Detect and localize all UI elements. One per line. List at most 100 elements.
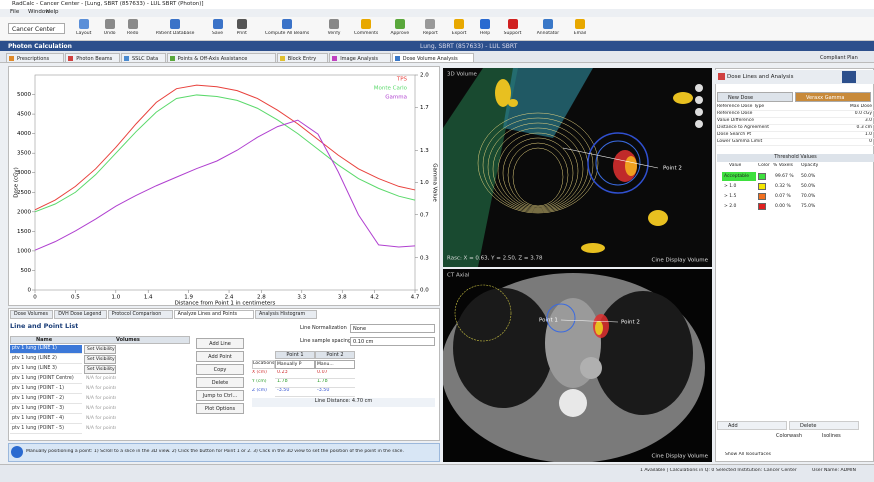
action-button[interactable]: Plot Options <box>196 403 244 414</box>
threshold-swatch[interactable] <box>758 193 766 200</box>
toolbar-button[interactable]: Patient Database <box>155 31 195 36</box>
toolbar-button[interactable]: Save <box>211 31 224 36</box>
list-row[interactable]: ptv 1 lung (LINE 1) <box>10 345 82 354</box>
toolbar-button[interactable]: Compute All Beams <box>264 31 310 36</box>
dose-tab[interactable]: New Dose <box>717 92 793 102</box>
volume-cell: N/A for points <box>86 416 116 421</box>
y2-axis-label: Gamma Value <box>432 163 438 202</box>
action-button[interactable]: Add Point <box>196 351 244 362</box>
toolbar-button[interactable]: Undo <box>103 31 116 36</box>
tab[interactable]: Image Analysis <box>329 53 391 63</box>
list-row[interactable]: ptv 1 lung (POINT - 2) <box>10 395 82 404</box>
sub-tab[interactable]: Dose Volumes <box>10 310 54 319</box>
dose-tab[interactable]: Veraxx Gamma <box>795 92 871 102</box>
volume-cell: N/A for points <box>86 426 116 431</box>
dropdown[interactable]: Cancer Center <box>8 23 65 34</box>
property-value: 3.0 <box>802 118 874 125</box>
volume-cell: N/A for points <box>86 376 116 381</box>
threshold-swatch[interactable] <box>758 173 766 180</box>
list-row[interactable]: ptv 1 lung (LINE 3) <box>10 365 82 374</box>
view-tool <box>695 120 703 128</box>
property-name: Distance to Agreement <box>717 125 802 132</box>
toolbar-button[interactable]: Redo <box>127 31 139 36</box>
panel-button[interactable] <box>842 71 856 83</box>
x-tick-label: 3.3 <box>297 295 306 301</box>
threshold-opacity: 50.0% <box>801 184 816 189</box>
toolbar-icon <box>454 19 465 29</box>
structure <box>595 140 641 186</box>
right-panel <box>715 68 874 462</box>
toolbar-button[interactable]: Annotator <box>536 31 560 36</box>
visibility-button[interactable]: Set Visibility <box>84 345 116 354</box>
toolbar-icon <box>78 19 89 29</box>
point-label: Point 1 <box>539 318 558 324</box>
menu-item[interactable]: File <box>10 9 20 15</box>
toolbar-button[interactable]: Support <box>503 31 522 36</box>
visibility-button[interactable]: Set Visibility <box>84 355 116 364</box>
toolbar-icon <box>507 19 518 29</box>
toolbar-button[interactable]: Print <box>236 31 247 36</box>
tab[interactable]: Block Entry <box>276 53 329 63</box>
sub-tab[interactable]: Analyze Lines and Points <box>173 310 254 319</box>
patient-label: Lung, SBRT (857633) - LUL SBRT <box>420 43 518 50</box>
toolbar-icon <box>361 19 372 29</box>
tab[interactable]: Photon Beams <box>65 53 120 63</box>
visibility-button[interactable]: Set Visibility <box>84 365 116 374</box>
list-row[interactable]: ptv 1 lung (POINT Centre) <box>10 375 82 384</box>
tab[interactable]: SSLC Data <box>121 53 166 63</box>
tab[interactable]: Prescriptions <box>6 53 65 63</box>
show-all-checkbox[interactable]: Show All Isosurfaces <box>725 452 771 457</box>
threshold-swatch[interactable] <box>758 183 766 190</box>
toolbar-button[interactable]: Verify <box>327 31 341 36</box>
threshold-swatch[interactable] <box>758 203 766 210</box>
x-tick-label: 1.0 <box>111 295 120 301</box>
spacing-input[interactable]: 0.10 cm <box>350 337 435 346</box>
list-row[interactable]: ptv 1 lung (POINT - 1) <box>10 385 82 394</box>
list-row[interactable]: ptv 1 lung (POINT - 5) <box>10 425 82 434</box>
tab[interactable]: Dose Volume Analysis <box>391 53 474 63</box>
norm-select[interactable]: None <box>350 324 435 333</box>
y-tick-label: 1500 <box>17 229 31 235</box>
mode-select[interactable]: Manu... <box>315 360 355 369</box>
display-mode[interactable]: Colorwash <box>776 433 802 439</box>
delete-button[interactable]: Delete <box>789 421 859 430</box>
threshold-voxels: 99.67 % <box>775 174 794 179</box>
y2-tick-label: 0.7 <box>420 212 429 218</box>
menu-item[interactable]: Help <box>46 9 59 15</box>
toolbar-button[interactable]: Help <box>479 31 491 36</box>
profile-line <box>560 319 619 323</box>
list-row[interactable]: ptv 1 lung (POINT - 4) <box>10 415 82 424</box>
toolbar-button[interactable]: Comments <box>353 31 379 36</box>
threshold-value: > 1.0 <box>724 184 737 189</box>
property-value: 0 <box>802 139 874 146</box>
action-button[interactable]: Delete <box>196 377 244 388</box>
toolbar-button[interactable]: Approve <box>390 31 410 36</box>
line-distance: Line Distance: 4.70 cm <box>252 398 435 407</box>
display-mode[interactable]: Isolines <box>822 433 841 439</box>
beam-field <box>443 68 518 267</box>
toolbar-button[interactable]: Export <box>451 31 467 36</box>
sub-tab[interactable]: DVH Dose Legend <box>54 310 107 319</box>
ct-spine <box>559 389 587 417</box>
action-button[interactable]: Copy <box>196 364 244 375</box>
tab[interactable]: Points & Off-Axis Assistance <box>166 53 276 63</box>
y2-tick-label: 0.0 <box>420 288 429 294</box>
threshold-opacity: 75.0% <box>801 204 816 209</box>
action-button[interactable]: Jump to Ctrl... <box>196 390 244 401</box>
view-title: CT Axial <box>447 273 470 279</box>
toolbar-icon <box>212 19 223 29</box>
toolbar-button[interactable]: Email <box>573 31 587 36</box>
action-button[interactable]: Add Line <box>196 338 244 349</box>
list-row[interactable]: ptv 1 lung (LINE 2) <box>10 355 82 364</box>
sub-tab[interactable]: Analysis Histogram <box>255 310 317 319</box>
sub-tab[interactable]: Protocol Comparison <box>107 310 173 319</box>
mode-select[interactable]: Manually P <box>275 360 315 369</box>
menu-item[interactable]: Window <box>28 9 50 15</box>
toolbar-button[interactable]: Layout <box>76 31 92 36</box>
list-row[interactable]: ptv 1 lung (POINT - 3) <box>10 405 82 414</box>
status-item: 1 Available | Calculations in Q: 0 <box>640 468 715 473</box>
toolbar-button[interactable]: Report <box>422 31 438 36</box>
add-button[interactable]: Add <box>717 421 787 430</box>
wireframe <box>497 132 579 210</box>
